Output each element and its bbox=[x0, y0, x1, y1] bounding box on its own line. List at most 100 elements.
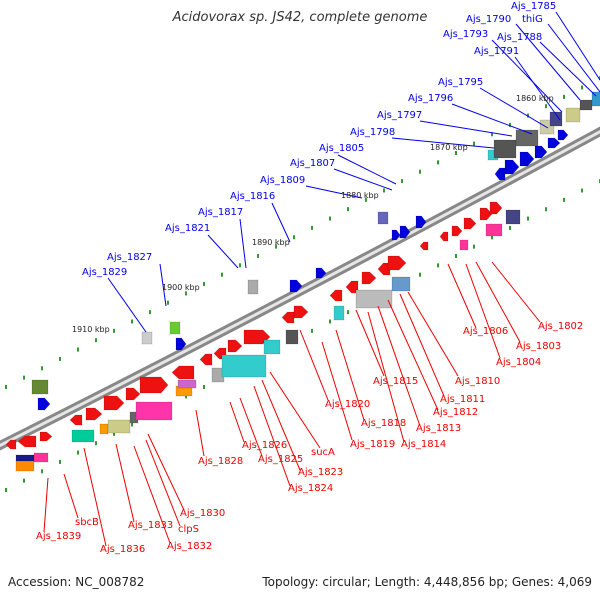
gene-arrow bbox=[175, 337, 187, 351]
gene-label-ajs1788[interactable]: Ajs_1788 bbox=[497, 32, 542, 43]
leader-line bbox=[63, 473, 79, 519]
leader-line bbox=[555, 11, 600, 81]
gene-label-thig[interactable]: thiG bbox=[522, 14, 543, 25]
gene-arrow bbox=[103, 395, 125, 411]
tick-mark bbox=[293, 235, 295, 240]
tick-mark bbox=[221, 272, 223, 277]
tick-mark bbox=[491, 235, 493, 240]
tick-mark bbox=[545, 104, 547, 109]
leader-line bbox=[367, 311, 405, 443]
tick-mark bbox=[419, 169, 421, 174]
gene-label-ajs1790[interactable]: Ajs_1790 bbox=[466, 14, 511, 25]
gene-arrow bbox=[519, 151, 535, 167]
gene-arrow bbox=[139, 376, 169, 394]
tick-mark bbox=[23, 375, 25, 380]
tick-mark bbox=[77, 450, 79, 455]
leader-line bbox=[269, 371, 321, 449]
tick-mark bbox=[311, 225, 313, 230]
gene-label-ajs1805[interactable]: Ajs_1805 bbox=[319, 143, 364, 154]
gene-label-ajs1796[interactable]: Ajs_1796 bbox=[408, 93, 453, 104]
tick-mark bbox=[437, 160, 439, 165]
gene-arrow bbox=[415, 215, 427, 229]
tick-mark bbox=[329, 216, 331, 221]
gene-label-ajs1816[interactable]: Ajs_1816 bbox=[230, 191, 275, 202]
leader-line bbox=[447, 263, 477, 329]
gene-arrow bbox=[387, 255, 407, 271]
gene-label-ajs1839[interactable]: Ajs_1839 bbox=[36, 531, 81, 542]
gene-arrow bbox=[361, 271, 377, 285]
gene-label-ajs1823[interactable]: Ajs_1823 bbox=[298, 467, 343, 478]
leader-line bbox=[261, 379, 301, 471]
tick-mark bbox=[203, 282, 205, 287]
gene-label-ajs1833[interactable]: Ajs_1833 bbox=[128, 520, 173, 531]
gene-label-ajs1830[interactable]: Ajs_1830 bbox=[180, 508, 225, 519]
gene-label-ajs1809[interactable]: Ajs_1809 bbox=[260, 175, 305, 186]
gene-label-ajs1802[interactable]: Ajs_1802 bbox=[538, 321, 583, 332]
gene-label-ajs1806[interactable]: Ajs_1806 bbox=[463, 326, 508, 337]
gene-label-ajs1828[interactable]: Ajs_1828 bbox=[198, 456, 243, 467]
label-leader-lines bbox=[43, 11, 600, 547]
gene-label-ajs1829[interactable]: Ajs_1829 bbox=[82, 267, 127, 278]
gene-label-ajs1785[interactable]: Ajs_1785 bbox=[511, 1, 556, 12]
leader-line bbox=[133, 445, 171, 544]
leader-line bbox=[515, 23, 581, 101]
tick-mark bbox=[419, 272, 421, 277]
gene-box bbox=[333, 305, 345, 321]
leader-line bbox=[387, 299, 439, 411]
gene-label-ajs1791[interactable]: Ajs_1791 bbox=[474, 46, 519, 57]
gene-label-ajs1793[interactable]: Ajs_1793 bbox=[443, 29, 488, 40]
gene-box bbox=[31, 379, 49, 395]
tick-mark bbox=[149, 310, 151, 315]
gene-label-ajs1812[interactable]: Ajs_1812 bbox=[433, 407, 478, 418]
gene-box bbox=[285, 329, 299, 345]
gene-label-ajs1832[interactable]: Ajs_1832 bbox=[167, 541, 212, 552]
gene-label-ajs1819[interactable]: Ajs_1819 bbox=[350, 439, 395, 450]
gene-label-ajs1804[interactable]: Ajs_1804 bbox=[496, 357, 541, 368]
gene-label-ajs1810[interactable]: Ajs_1810 bbox=[455, 376, 500, 387]
gene-label-ajs1797[interactable]: Ajs_1797 bbox=[377, 110, 422, 121]
gene-arrow bbox=[5, 439, 17, 450]
gene-label-ajs1798[interactable]: Ajs_1798 bbox=[350, 127, 395, 138]
gene-label-ajs1813[interactable]: Ajs_1813 bbox=[416, 423, 461, 434]
gene-label-ajs1821[interactable]: Ajs_1821 bbox=[165, 223, 210, 234]
gene-label-ajs1807[interactable]: Ajs_1807 bbox=[290, 158, 335, 169]
gene-label-ajs1836[interactable]: Ajs_1836 bbox=[100, 544, 145, 555]
gene-label-ajs1818[interactable]: Ajs_1818 bbox=[361, 418, 406, 429]
gene-box bbox=[565, 107, 581, 123]
leader-line bbox=[399, 293, 445, 397]
gene-label-ajs1817[interactable]: Ajs_1817 bbox=[198, 207, 243, 218]
gene-label-ajs1815[interactable]: Ajs_1815 bbox=[373, 376, 418, 387]
tick-mark bbox=[311, 328, 313, 333]
gene-label-suca[interactable]: sucA bbox=[311, 447, 335, 458]
leader-line bbox=[491, 261, 541, 323]
gene-label-ajs1827[interactable]: Ajs_1827 bbox=[107, 252, 152, 263]
leader-line bbox=[253, 385, 291, 487]
gene-label-ajs1795[interactable]: Ajs_1795 bbox=[438, 77, 483, 88]
gene-label-sbcb[interactable]: sbcB bbox=[75, 517, 99, 528]
gene-label-ajs1811[interactable]: Ajs_1811 bbox=[440, 394, 485, 405]
tick-mark bbox=[203, 385, 205, 390]
gene-label-ajs1826[interactable]: Ajs_1826 bbox=[242, 440, 287, 451]
leader-line bbox=[107, 277, 147, 333]
tick-mark bbox=[581, 188, 583, 193]
scale-label-1900: 1900 kbp bbox=[162, 283, 200, 292]
tick-mark bbox=[41, 366, 43, 371]
leader-line bbox=[305, 185, 363, 199]
accession-text: Accession: NC_008782 bbox=[8, 575, 145, 589]
gene-box bbox=[177, 379, 197, 389]
gene-label-ajs1824[interactable]: Ajs_1824 bbox=[288, 483, 333, 494]
gene-label-ajs1825[interactable]: Ajs_1825 bbox=[258, 454, 303, 465]
gene-box bbox=[355, 289, 393, 309]
leader-line bbox=[195, 409, 205, 457]
gene-arrow bbox=[463, 217, 477, 230]
gene-label-clps[interactable]: clpS bbox=[178, 524, 199, 535]
leader-line bbox=[391, 137, 495, 149]
gene-label-ajs1820[interactable]: Ajs_1820 bbox=[325, 399, 370, 410]
gene-label-ajs1814[interactable]: Ajs_1814 bbox=[401, 439, 446, 450]
tick-mark bbox=[437, 263, 439, 268]
tick-mark bbox=[455, 151, 457, 155]
gene-label-ajs1803[interactable]: Ajs_1803 bbox=[516, 341, 561, 352]
tick-mark bbox=[383, 188, 385, 193]
gene-arrow bbox=[289, 279, 303, 293]
gene-arrow bbox=[199, 353, 213, 366]
